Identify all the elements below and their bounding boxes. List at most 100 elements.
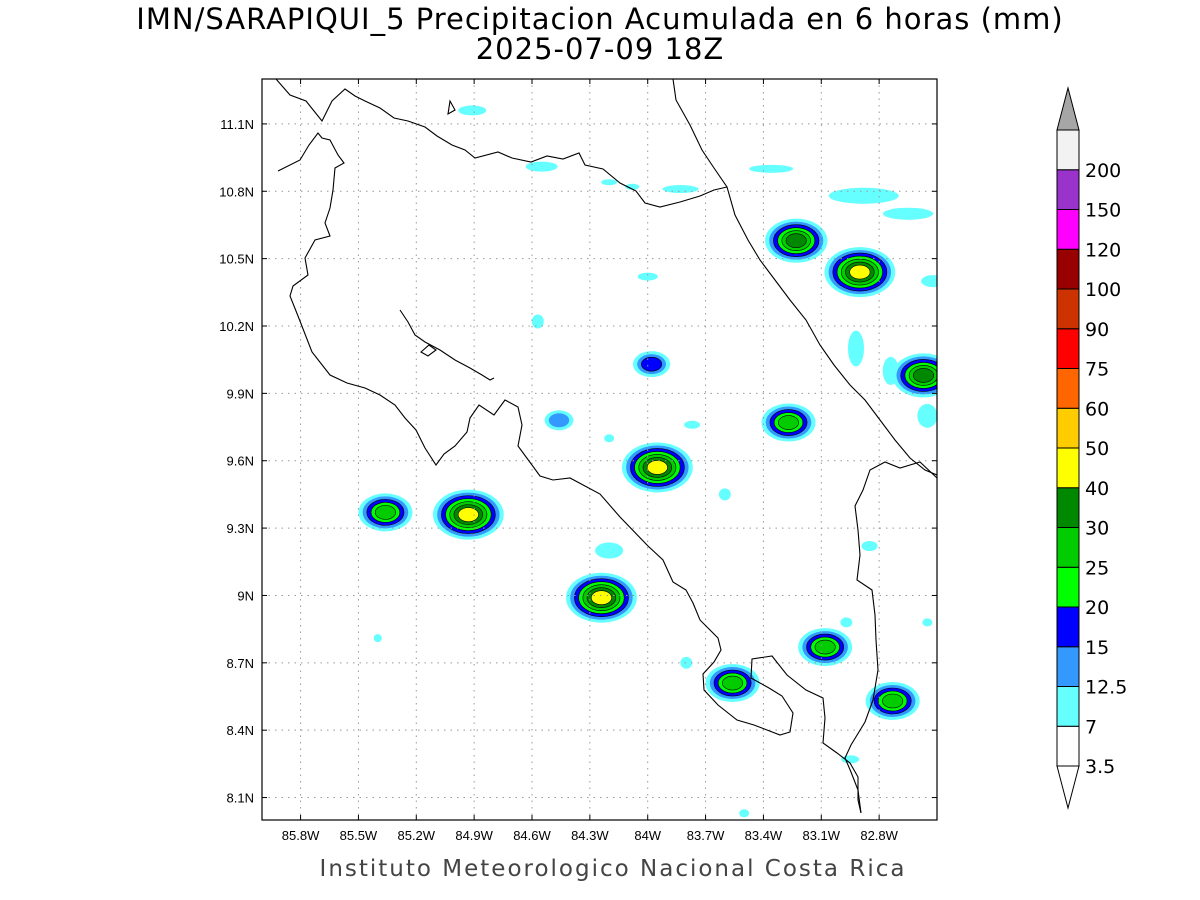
- colorbar-swatch: [1056, 209, 1080, 250]
- light-rain-area: [680, 656, 693, 669]
- light-rain-area: [739, 809, 750, 818]
- plot-frame: [261, 78, 938, 821]
- nicaragua-border: [275, 79, 728, 208]
- colorbar-under-arrow: [1056, 765, 1080, 810]
- light-rain-area: [662, 185, 699, 194]
- panama-border: [844, 461, 937, 814]
- x-tick-label: 84.3W: [571, 828, 609, 843]
- light-rain-area: [531, 314, 544, 329]
- x-tick-label: 83.7W: [687, 828, 725, 843]
- light-rain-area: [637, 272, 658, 281]
- precip-contour: [374, 505, 396, 520]
- precip-contour: [548, 413, 570, 428]
- colorbar-label: 100: [1085, 279, 1121, 301]
- precip-contour: [849, 264, 871, 280]
- chira-island: [420, 344, 437, 357]
- y-tick-label: 9.3N: [227, 521, 254, 536]
- precip-cell: [892, 353, 937, 398]
- precip-cell: [761, 403, 816, 442]
- x-tick-label: 83.4W: [745, 828, 783, 843]
- precip-contour: [777, 415, 799, 430]
- precip-contour: [722, 675, 744, 691]
- light-rain-area: [525, 161, 558, 172]
- colorbar-label: 3.5: [1085, 756, 1115, 778]
- precip-cell: [358, 493, 413, 532]
- colorbar-label: 150: [1085, 200, 1121, 222]
- colorbar-swatch: [1056, 646, 1080, 687]
- colorbar-label: 60: [1085, 398, 1109, 420]
- precip-cell: [566, 572, 637, 623]
- precip-contour: [646, 460, 668, 475]
- light-rain-area: [604, 434, 615, 443]
- y-tick-label: 11.1N: [220, 117, 254, 132]
- y-tick-label: 8.1N: [227, 791, 254, 806]
- colorbar-label: 90: [1085, 319, 1109, 341]
- light-rain-area: [861, 541, 878, 552]
- y-tick-label: 8.7N: [227, 656, 254, 671]
- y-tick-label: 10.2N: [219, 319, 254, 334]
- x-tick-label: 85.2W: [397, 828, 435, 843]
- precip-cell: [824, 247, 896, 298]
- light-rain-area: [883, 207, 934, 220]
- x-tick-label: 82.8W: [860, 828, 898, 843]
- precip-contour: [590, 590, 612, 606]
- precip-cell: [632, 351, 671, 378]
- colorbar-swatch: [1056, 368, 1080, 409]
- light-rain-area: [921, 275, 937, 288]
- pacific-coast: [277, 132, 862, 814]
- light-rain-area: [848, 330, 864, 367]
- light-rain-area: [601, 179, 618, 186]
- caribbean-coast: [672, 79, 937, 476]
- colorbar-swatch: [1056, 288, 1080, 330]
- colorbar-label: 25: [1085, 557, 1109, 579]
- colorbar-label: 15: [1085, 637, 1109, 659]
- light-rain-area: [828, 187, 899, 204]
- map-title: IMN/SARAPIQUI_5 Precipitacion Acumulada …: [136, 2, 1064, 36]
- light-rain-area: [625, 183, 640, 190]
- colorbar-label: 120: [1085, 239, 1121, 261]
- light-rain-area: [595, 542, 624, 559]
- colorbar-swatch: [1056, 566, 1080, 608]
- colorbar-legend: 3.5 7 12.5 15 20 25 30 40 50 60 75 90 100 120 150 200: [1056, 86, 1127, 810]
- y-tick-label: 10.8N: [219, 184, 254, 199]
- nicoya-gulf-outline: [399, 309, 495, 381]
- colorbar-swatch: [1056, 686, 1080, 727]
- lat-lon-grid: [262, 79, 937, 820]
- x-tick-label: 85.5W: [340, 828, 378, 843]
- y-tick-label: 8.4N: [227, 723, 254, 738]
- colorbar-label: 12.5: [1085, 677, 1127, 699]
- colorbar-over-arrow: [1056, 86, 1080, 131]
- x-tick-label: 85.8W: [282, 828, 320, 843]
- light-rain-area: [373, 634, 382, 643]
- precip-contour: [785, 233, 807, 248]
- colorbar-swatch: [1056, 527, 1080, 568]
- colorbar-label: 30: [1085, 518, 1109, 540]
- precip-contour: [457, 507, 479, 522]
- colorbar-swatch: [1056, 447, 1080, 489]
- light-rain-area: [917, 403, 937, 428]
- colorbar-label: 200: [1085, 160, 1121, 182]
- colorbar-label: 40: [1085, 478, 1109, 500]
- colorbar-swatch: [1056, 606, 1080, 648]
- precip-cell: [544, 410, 574, 431]
- colorbar-label: 7: [1085, 716, 1097, 738]
- colorbar-swatch: [1056, 328, 1080, 369]
- precip-contour: [882, 693, 904, 709]
- colorbar-swatch: [1056, 407, 1080, 449]
- colorbar-swatch: [1056, 487, 1080, 528]
- y-tick-label: 10.5N: [219, 252, 254, 267]
- x-tick-label: 84W: [634, 828, 661, 843]
- light-rain-area: [840, 617, 853, 628]
- light-rain-area: [718, 488, 731, 501]
- colorbar-swatch: [1056, 248, 1080, 290]
- footer-credit: Instituto Meteorologico Nacional Costa R…: [319, 856, 907, 882]
- colorbar-swatch: [1056, 725, 1080, 767]
- light-rain-area: [684, 420, 701, 429]
- precipitation-field: [358, 105, 937, 818]
- x-tick-label: 83.1W: [802, 828, 840, 843]
- precip-contour: [912, 368, 934, 383]
- colorbar-label: 50: [1085, 438, 1109, 460]
- isla-calero-islet: [447, 99, 456, 116]
- precip-cell: [705, 664, 760, 703]
